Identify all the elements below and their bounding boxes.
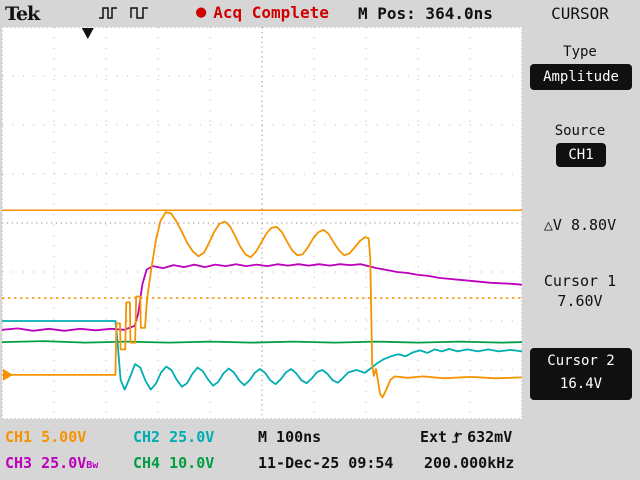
ch4-trace bbox=[1, 340, 523, 344]
ch1-scale-readout: CH1 5.00V bbox=[5, 428, 87, 446]
waveform-svg bbox=[1, 27, 523, 419]
cursor-source-button[interactable]: CH1 bbox=[556, 143, 606, 167]
bandwidth-limit-indicator: Bw bbox=[86, 460, 99, 471]
acq-status-text: Acq Complete bbox=[213, 3, 329, 22]
cursor2-value: 16.4V bbox=[559, 376, 603, 392]
cursor1-label[interactable]: Cursor 1 bbox=[543, 272, 617, 290]
ch3-scale-readout: CH3 25.0VBw bbox=[5, 454, 99, 472]
ch2-scale-readout: CH2 25.0V bbox=[133, 428, 215, 446]
acquisition-icons bbox=[98, 4, 150, 21]
delta-v-readout: △V 8.80V bbox=[543, 216, 617, 234]
trigger-readout: Ext 632mV bbox=[420, 428, 513, 446]
trigger-status-icon bbox=[99, 7, 117, 19]
trigger-position-marker bbox=[81, 28, 94, 39]
datetime-readout: 11-Dec-25 09:54 bbox=[258, 454, 394, 472]
record-icon: ● bbox=[196, 2, 207, 22]
horizontal-position-readout: M Pos: 364.0ns bbox=[358, 4, 493, 23]
tek-logo: Tek bbox=[5, 3, 40, 25]
cursor-type-button[interactable]: Amplitude bbox=[530, 64, 632, 90]
cursor-source-label: Source bbox=[554, 123, 606, 139]
cursor1-value[interactable]: 7.60V bbox=[557, 292, 603, 310]
trigger-frequency-readout: 200.000kHz bbox=[424, 454, 515, 472]
acq-status: ● Acq Complete bbox=[196, 3, 329, 22]
cursor-type-label: Type bbox=[563, 44, 597, 60]
timebase-readout: M 100ns bbox=[258, 428, 322, 446]
rising-edge-icon bbox=[452, 431, 463, 443]
waveform-display bbox=[1, 27, 523, 419]
ch1-ground-marker bbox=[3, 368, 13, 381]
acq-mode-icon bbox=[130, 7, 148, 19]
ch2-trace bbox=[1, 320, 523, 391]
ch1-trace bbox=[1, 211, 523, 399]
ch4-scale-readout: CH4 10.0V bbox=[133, 454, 215, 472]
menu-title: CURSOR bbox=[551, 4, 609, 23]
cursor2-button[interactable]: Cursor 2 16.4V bbox=[530, 348, 632, 400]
cursor2-label: Cursor 2 bbox=[547, 353, 615, 369]
